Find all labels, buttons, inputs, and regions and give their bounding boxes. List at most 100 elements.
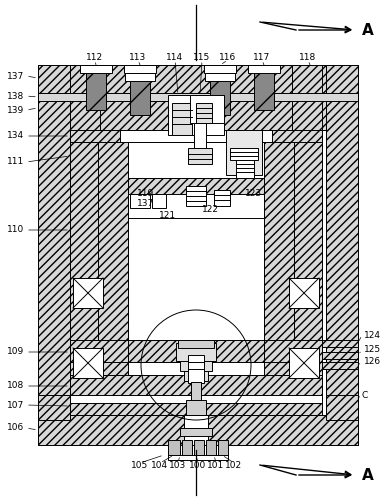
Text: A: A <box>362 23 374 38</box>
Text: 102: 102 <box>225 461 243 470</box>
Bar <box>130 194 150 208</box>
Bar <box>236 160 254 178</box>
Bar <box>196 103 212 123</box>
Bar <box>322 352 358 359</box>
Text: 104: 104 <box>151 461 169 470</box>
Bar <box>326 65 358 445</box>
Bar <box>204 65 236 73</box>
Text: 121: 121 <box>160 210 176 219</box>
Bar <box>206 440 216 455</box>
Text: 110: 110 <box>7 225 24 234</box>
Bar <box>70 130 98 400</box>
Text: 118: 118 <box>299 52 317 61</box>
Bar <box>194 123 206 158</box>
Text: 105: 105 <box>131 461 149 470</box>
Text: 123: 123 <box>245 190 263 199</box>
Bar <box>188 355 204 383</box>
Bar <box>180 428 212 436</box>
Bar <box>264 142 294 402</box>
Text: 126: 126 <box>364 358 381 367</box>
Bar <box>214 190 230 206</box>
Bar <box>178 340 214 348</box>
Text: 138: 138 <box>7 92 24 101</box>
Bar <box>172 103 192 135</box>
Text: 122: 122 <box>201 206 218 214</box>
Text: 113: 113 <box>129 52 147 61</box>
Text: 139: 139 <box>7 106 24 115</box>
Bar <box>70 375 322 397</box>
Text: 107: 107 <box>7 400 24 409</box>
Text: A: A <box>362 467 374 482</box>
Bar <box>80 65 112 73</box>
Bar <box>184 371 208 381</box>
Bar <box>124 65 156 73</box>
Text: 106: 106 <box>7 424 24 433</box>
Bar <box>38 65 70 445</box>
Text: 103: 103 <box>169 461 187 470</box>
Bar <box>292 65 322 130</box>
Bar <box>70 395 322 403</box>
Bar <box>86 65 106 110</box>
Bar <box>194 440 204 455</box>
Bar <box>38 395 70 420</box>
Bar <box>73 348 103 378</box>
Text: 108: 108 <box>7 381 24 390</box>
Bar <box>182 440 192 455</box>
Bar <box>128 340 264 362</box>
Bar <box>152 194 166 208</box>
Bar <box>98 178 294 200</box>
Bar <box>128 178 264 348</box>
Bar <box>70 65 100 130</box>
Bar <box>38 415 358 445</box>
Bar <box>176 343 216 361</box>
Text: 124: 124 <box>364 330 381 340</box>
Bar <box>186 400 206 415</box>
Bar <box>226 130 262 175</box>
Bar <box>70 340 322 362</box>
Bar <box>98 142 128 402</box>
Bar <box>289 278 319 308</box>
Bar <box>186 186 206 206</box>
Bar <box>73 278 103 308</box>
Text: 134: 134 <box>7 131 24 140</box>
Bar <box>184 415 208 445</box>
Bar <box>70 130 120 142</box>
Bar <box>125 73 155 81</box>
Bar <box>70 130 322 142</box>
Bar <box>130 65 150 115</box>
Text: 112: 112 <box>87 52 103 61</box>
Text: 116: 116 <box>220 52 237 61</box>
Bar <box>70 130 322 142</box>
Text: 101: 101 <box>207 461 225 470</box>
Bar <box>190 95 224 123</box>
Bar <box>191 382 201 402</box>
Bar <box>322 340 358 347</box>
Text: C: C <box>362 390 368 399</box>
Bar <box>289 348 319 378</box>
Text: 117: 117 <box>253 52 270 61</box>
Bar <box>168 95 224 135</box>
Bar <box>210 65 230 115</box>
Bar <box>254 65 274 110</box>
Bar <box>128 178 264 194</box>
Bar <box>322 362 358 369</box>
Bar <box>205 73 235 81</box>
Text: 115: 115 <box>193 52 211 61</box>
Text: 137: 137 <box>137 200 154 209</box>
Bar <box>180 361 212 371</box>
Bar <box>128 178 264 218</box>
Text: 137: 137 <box>7 71 24 80</box>
Bar <box>38 101 358 130</box>
Bar <box>168 440 180 455</box>
Bar <box>168 455 228 460</box>
Bar <box>70 403 322 415</box>
Bar <box>248 65 280 73</box>
Bar <box>326 395 358 420</box>
Bar <box>38 65 358 130</box>
Bar <box>230 148 258 160</box>
Bar <box>272 130 322 142</box>
Text: 100: 100 <box>189 461 207 470</box>
Bar <box>188 148 212 164</box>
Text: 114: 114 <box>167 52 183 61</box>
Bar <box>38 65 358 93</box>
